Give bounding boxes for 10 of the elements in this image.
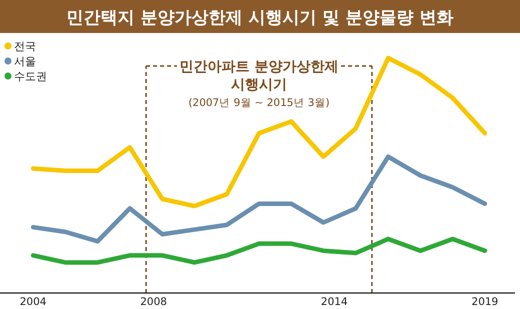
x-tick-label: 2019 — [472, 296, 498, 308]
chart-title: 민간택지 분양가상한제 시행시기 및 분양물량 변화 — [66, 8, 454, 28]
x-tick-label: 2014 — [320, 296, 348, 308]
legend-label: 전국 — [14, 40, 36, 53]
legend-label: 수도권 — [14, 70, 47, 83]
annotation: (2007년 9월 ~ 2015년 3월) — [188, 97, 330, 109]
annotation: 민간아파트 분양가상한제 시행시기 — [180, 59, 338, 93]
x-tick-label: 2008 — [140, 296, 167, 308]
x-tick-label: 2004 — [20, 296, 47, 308]
legend-label: 서울 — [14, 55, 36, 68]
